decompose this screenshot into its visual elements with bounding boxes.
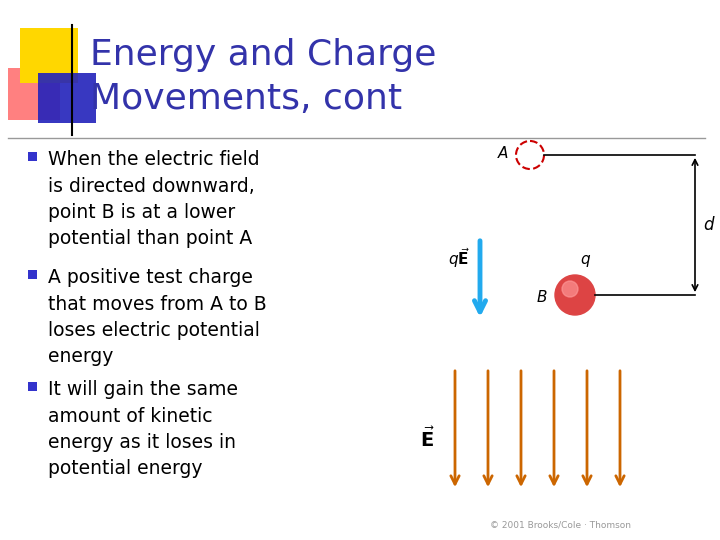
Circle shape <box>562 281 578 297</box>
Text: When the electric field
is directed downward,
point B is at a lower
potential th: When the electric field is directed down… <box>48 150 260 248</box>
Text: $\vec{\mathbf{E}}$: $\vec{\mathbf{E}}$ <box>420 427 435 451</box>
Text: Energy and Charge: Energy and Charge <box>90 38 436 72</box>
Text: A: A <box>498 145 508 160</box>
FancyBboxPatch shape <box>38 73 96 123</box>
Text: q: q <box>580 252 590 267</box>
FancyBboxPatch shape <box>20 28 78 83</box>
Text: $q\vec{\mathbf{E}}$: $q\vec{\mathbf{E}}$ <box>448 246 470 270</box>
Text: Movements, cont: Movements, cont <box>90 82 402 116</box>
Text: It will gain the same
amount of kinetic
energy as it loses in
potential energy: It will gain the same amount of kinetic … <box>48 380 238 478</box>
Circle shape <box>555 275 595 315</box>
Text: A positive test charge
that moves from A to B
loses electric potential
energy: A positive test charge that moves from A… <box>48 268 266 367</box>
FancyBboxPatch shape <box>28 270 37 279</box>
FancyBboxPatch shape <box>8 68 60 120</box>
FancyBboxPatch shape <box>28 382 37 391</box>
Text: B: B <box>536 289 547 305</box>
Text: d: d <box>703 216 714 234</box>
FancyBboxPatch shape <box>28 152 37 161</box>
Text: © 2001 Brooks/Cole · Thomson: © 2001 Brooks/Cole · Thomson <box>490 521 631 530</box>
